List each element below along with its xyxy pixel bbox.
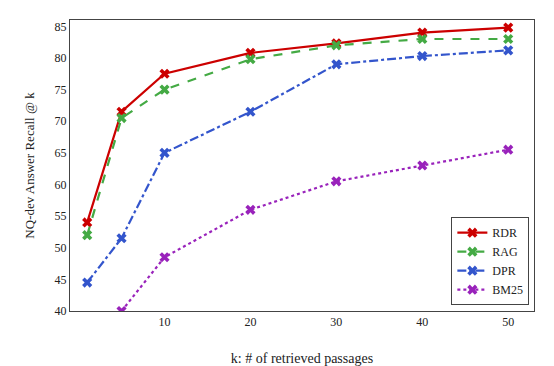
svg-text:RAG: RAG (492, 245, 518, 259)
svg-text:k: # of retrieved passages: k: # of retrieved passages (231, 351, 373, 366)
svg-text:60: 60 (55, 178, 67, 192)
svg-text:40: 40 (416, 315, 428, 329)
svg-text:20: 20 (244, 315, 256, 329)
svg-text:NQ-dev Answer Recall @ k: NQ-dev Answer Recall @ k (22, 92, 37, 239)
svg-text:30: 30 (330, 315, 342, 329)
svg-text:50: 50 (502, 315, 514, 329)
svg-text:50: 50 (55, 241, 67, 255)
svg-text:40: 40 (55, 304, 67, 318)
svg-text:75: 75 (55, 83, 67, 97)
svg-text:85: 85 (55, 20, 67, 34)
svg-text:10: 10 (159, 315, 171, 329)
svg-text:BM25: BM25 (492, 283, 523, 297)
svg-text:65: 65 (55, 146, 67, 160)
svg-text:70: 70 (55, 114, 67, 128)
svg-text:55: 55 (55, 209, 67, 223)
svg-text:RDR: RDR (492, 226, 517, 240)
svg-text:80: 80 (55, 51, 67, 65)
svg-text:45: 45 (55, 273, 67, 287)
svg-text:DPR: DPR (492, 264, 515, 278)
